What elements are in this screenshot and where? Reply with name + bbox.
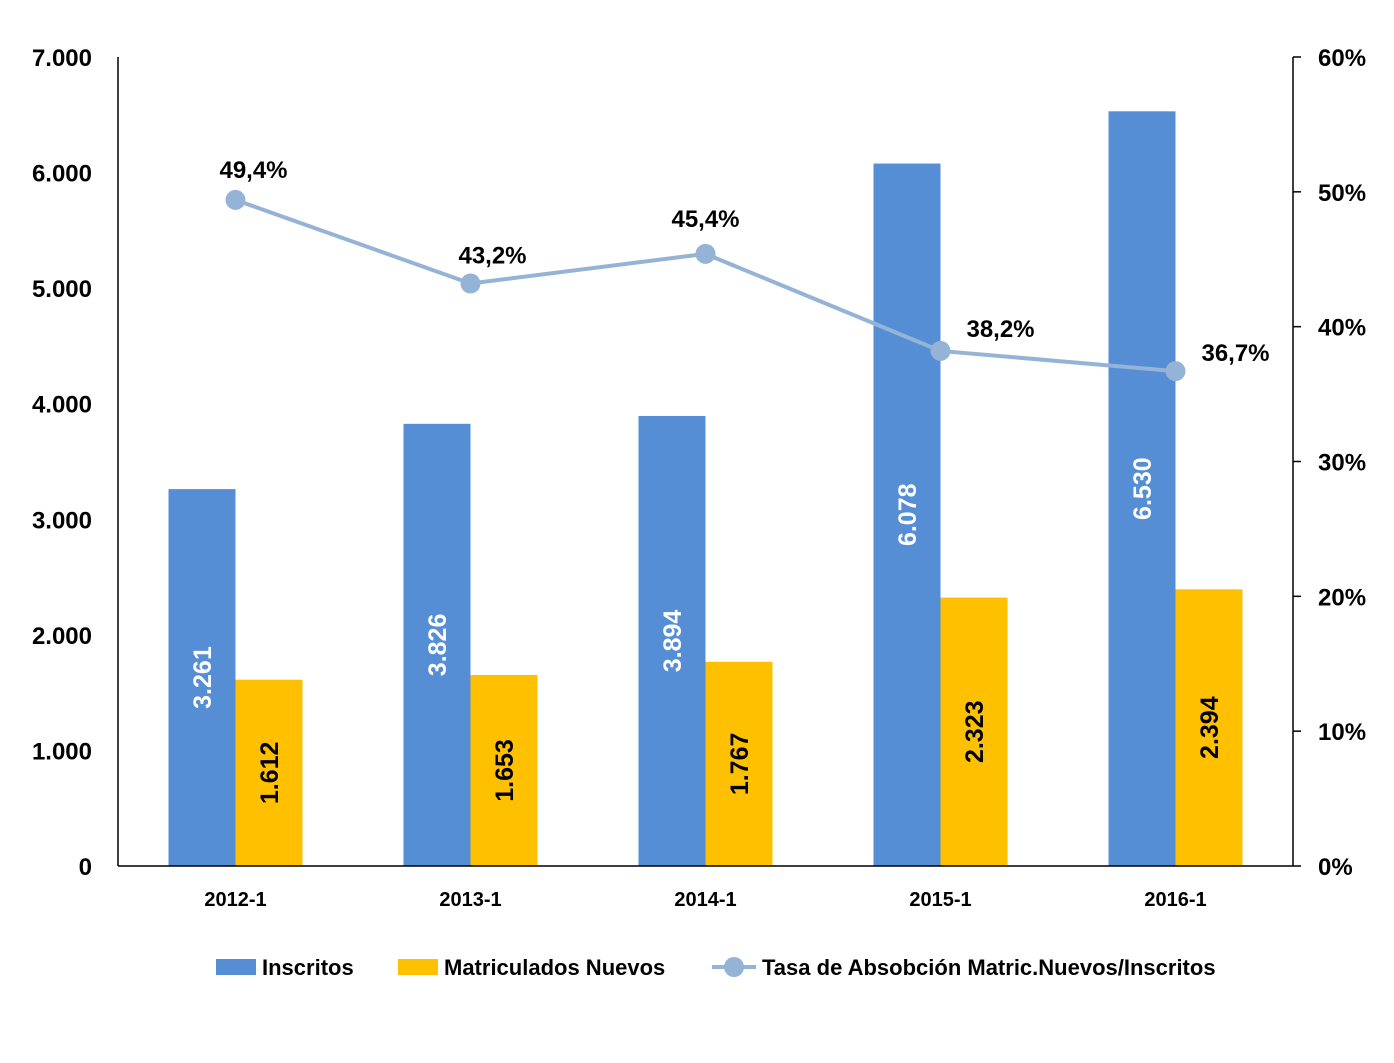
legend-swatch-inscritos [216,959,256,975]
x-tick-label: 2016-1 [1144,889,1206,911]
y-left-tick-label: 1.000 [32,738,92,765]
bar-value-label: 1.653 [491,739,519,802]
y-left-tick-label: 5.000 [32,276,92,303]
legend-label-tasa: Tasa de Absobción Matric.Nuevos/Inscrito… [762,955,1216,980]
bar-matriculados-2016-1 [1175,589,1243,866]
x-tick-label: 2012-1 [204,889,266,911]
line-point-label: 38,2% [966,316,1034,343]
line-point [460,273,481,294]
y-left-tick-label: 3.000 [32,507,92,534]
bar-inscritos-2016-1 [1108,111,1176,866]
line-point-label: 49,4% [219,157,287,184]
legend-swatch-matriculados [398,959,438,975]
bar-value-label: 3.261 [189,646,217,709]
line-point-label: 43,2% [458,243,526,270]
legend-swatch-tasa-marker [724,957,744,977]
line-point-label: 36,7% [1201,340,1269,367]
y-right-tick-label: 40% [1318,315,1366,342]
bar-inscritos-2014-1 [638,415,706,866]
bar-inscritos-2013-1 [403,423,471,866]
bar-value-label: 6.078 [894,483,922,546]
bar-value-label: 1.767 [726,733,754,796]
bar-matriculados-2012-1 [235,679,303,866]
legend-label-inscritos: Inscritos [262,955,354,980]
y-left-tick-label: 6.000 [32,161,92,188]
y-left-tick-label: 0 [79,854,92,881]
y-right-tick-label: 0% [1318,854,1353,881]
bar-value-label: 6.530 [1129,457,1157,520]
bar-value-label: 1.612 [256,742,284,805]
bar-value-label: 3.826 [424,614,452,677]
y-left-tick-label: 4.000 [32,392,92,419]
bar-inscritos-2012-1 [168,489,236,866]
y-right-tick-label: 10% [1318,719,1366,746]
y-right-tick-label: 50% [1318,180,1366,207]
line-point [695,243,716,264]
line-point [225,189,246,210]
bar-matriculados-2013-1 [470,674,538,866]
bar-inscritos-2015-1 [873,163,941,866]
y-right-tick-label: 60% [1318,45,1366,72]
bar-matriculados-2014-1 [705,661,773,866]
bar-value-label: 2.394 [1196,696,1224,759]
y-left-tick-label: 2.000 [32,623,92,650]
line-point-label: 45,4% [671,206,739,233]
legend-label-matriculados: Matriculados Nuevos [444,955,665,980]
bar-value-label: 3.894 [659,610,687,673]
y-right-tick-label: 30% [1318,450,1366,477]
x-tick-label: 2013-1 [439,889,501,911]
bar-matriculados-2015-1 [940,597,1008,866]
line-point [1165,361,1186,382]
x-tick-label: 2015-1 [909,889,971,911]
y-right-tick-label: 20% [1318,584,1366,611]
x-tick-label: 2014-1 [674,889,736,911]
y-left-tick-label: 7.000 [32,45,92,72]
bar-value-label: 2.323 [961,700,989,763]
line-point [930,340,951,361]
